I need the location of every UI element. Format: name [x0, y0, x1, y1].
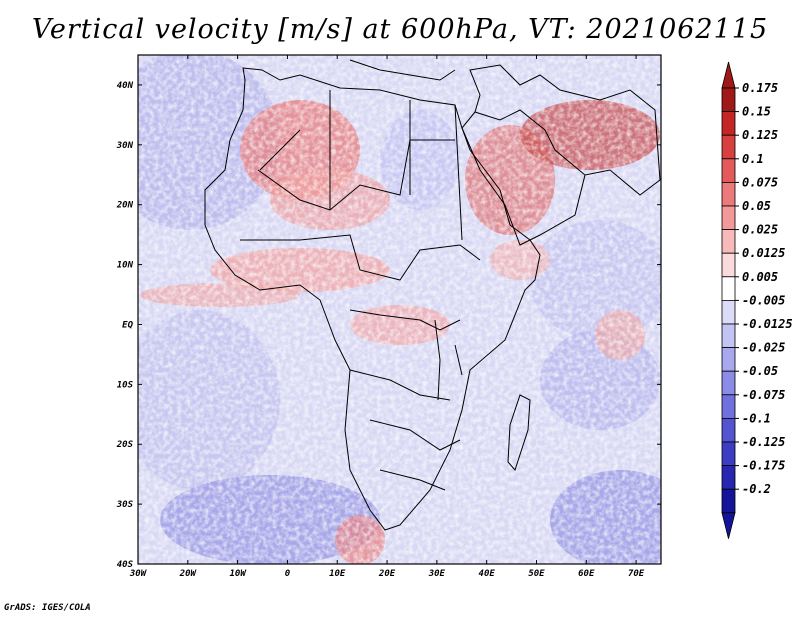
colorbar-swatch [721, 87, 736, 113]
lon-label: 10W [229, 569, 247, 579]
lat-label: 10S [117, 380, 134, 390]
colorbar-swatch [721, 465, 736, 490]
lat-label: 20N [116, 201, 134, 211]
colorbar-label: -0.1 [742, 411, 771, 425]
lon-label: 40E [479, 569, 496, 579]
colorbar-label: -0.025 [742, 341, 785, 355]
lon-label: 10E [329, 569, 346, 579]
colorbar-swatch [721, 229, 736, 254]
lat-label: 30S [116, 500, 134, 510]
colorbar-label: 0.05 [742, 199, 771, 213]
colorbar: 0.175 0.15 0.125 0.1 0.075 0.05 0.025 0.0125 0.0… [721, 61, 793, 539]
colorbar-swatch [721, 441, 736, 467]
colorbar-swatch [721, 370, 736, 396]
lat-label: 10N [117, 261, 134, 271]
velocity-field [138, 55, 661, 564]
colorbar-swatch [721, 276, 736, 301]
colorbar-swatch [721, 158, 736, 183]
lat-label: 40N [117, 81, 134, 91]
colorbar-label: 0.15 [742, 105, 771, 119]
chart-title: Vertical velocity [m/s] at 600hPa, VT: 2… [31, 14, 769, 45]
colorbar-label: -0.005 [742, 293, 785, 307]
colorbar-swatch [721, 488, 736, 514]
colorbar-swatch [721, 347, 736, 372]
colorbar-label: 0.125 [742, 128, 778, 142]
colorbar-label: 0.005 [742, 270, 778, 284]
colorbar-swatch [721, 394, 736, 419]
colorbar-label: -0.05 [742, 364, 778, 378]
lon-label: 20E [378, 569, 396, 579]
colorbar-top-arrow [721, 61, 736, 89]
lon-label: 70E [628, 569, 645, 579]
colorbar-label: 0.0125 [742, 246, 785, 260]
colorbar-swatch [721, 205, 736, 231]
colorbar-label: -0.0125 [742, 317, 793, 331]
colorbar-label: 0.025 [742, 223, 778, 237]
lon-label: 30W [129, 569, 148, 579]
colorbar-bottom-arrow [721, 512, 736, 539]
colorbar-swatch [721, 111, 736, 136]
lon-label: 0 [285, 569, 291, 579]
colorbar-swatch [721, 252, 736, 278]
lon-label: 50E [528, 569, 545, 579]
colorbar-label: -0.125 [742, 435, 785, 449]
colorbar-swatch [721, 417, 736, 443]
coastlines [204, 59, 661, 531]
lat-label: 20S [116, 440, 134, 450]
lon-label: 30E [428, 569, 446, 579]
colorbar-label: -0.175 [742, 459, 785, 473]
colorbar-swatch [721, 181, 736, 207]
lat-label: EQ [122, 320, 133, 330]
credit-text: GrADS: IGES/COLA [4, 603, 91, 613]
colorbar-label: 0.175 [742, 81, 778, 95]
lat-label: 30N [116, 141, 134, 151]
lon-label: 20W [179, 569, 198, 579]
colorbar-label: -0.2 [742, 482, 771, 496]
colorbar-label: -0.075 [742, 388, 785, 402]
map-frame [137, 54, 662, 565]
lon-label: 60E [578, 569, 595, 579]
lon-axis: 30W 20W 10W 0 10E 20E 30E 40E 50E 60E 70E [129, 55, 645, 579]
colorbar-swatch [721, 299, 736, 325]
colorbar-swatch [721, 134, 736, 160]
lat-label: 40S [117, 560, 134, 570]
colorbar-label: 0.1 [742, 152, 764, 166]
colorbar-swatch [721, 323, 736, 349]
colorbar-label: 0.075 [742, 175, 778, 189]
lat-axis: 40N 30N 20N 10N EQ 10S 20S 30S 40S [116, 81, 661, 570]
